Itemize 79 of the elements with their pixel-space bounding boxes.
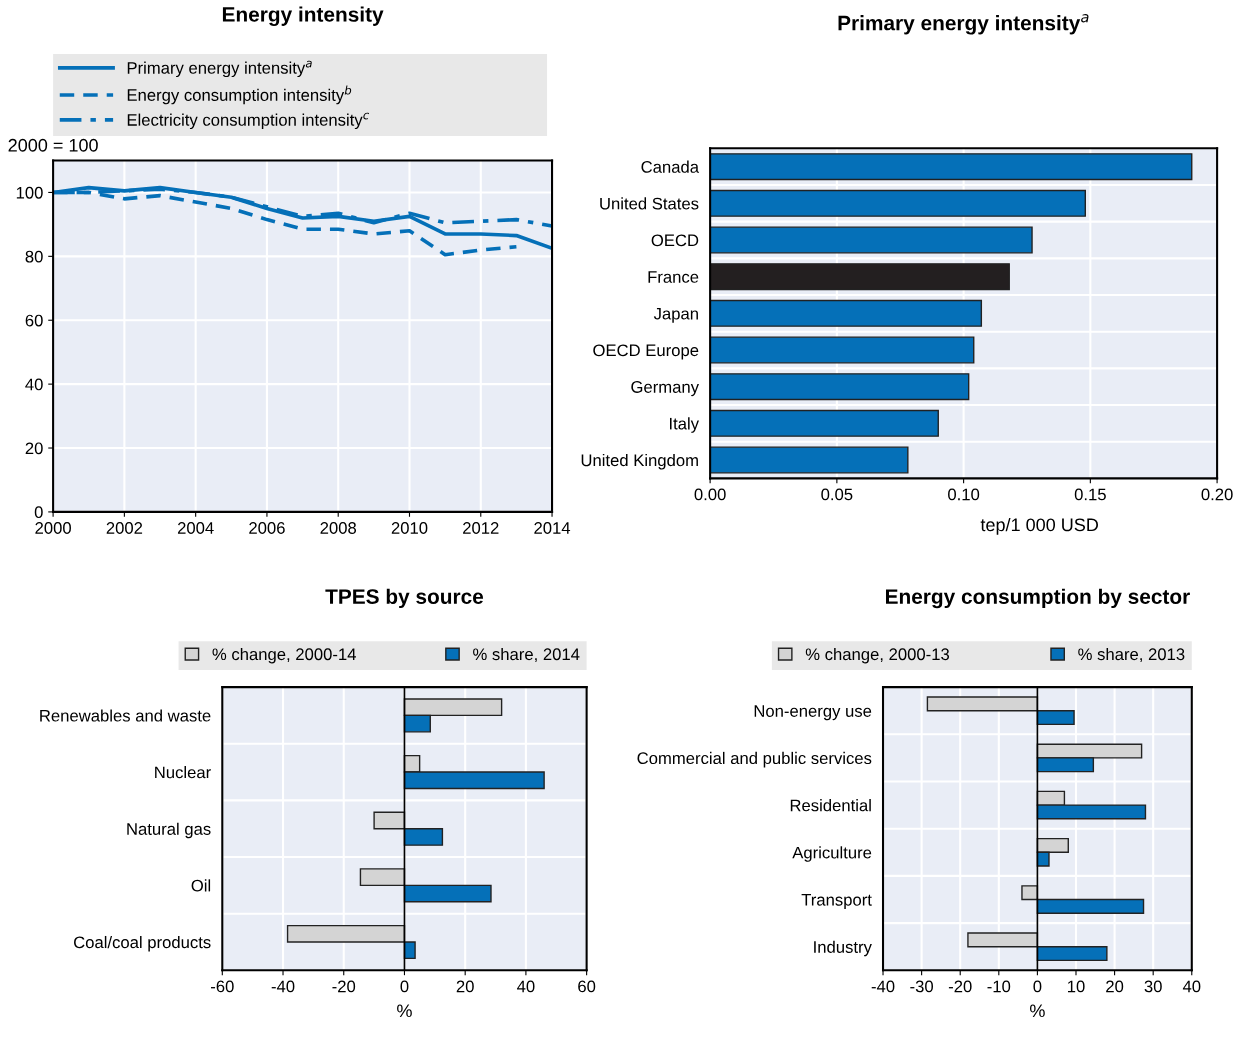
y-tick-label: Italy xyxy=(669,417,699,433)
y-tick-label: Canada xyxy=(641,160,700,173)
bar xyxy=(710,409,939,437)
bar xyxy=(710,299,983,327)
legend-label: Energy consumption intensity$^{b}$ xyxy=(127,85,352,105)
y-tick-label: Commercial and public services xyxy=(637,751,872,768)
x-tick-label: 2004 xyxy=(177,522,214,534)
legend-label: Electricity consumption intensity$^{c}$ xyxy=(127,112,370,130)
bar xyxy=(710,226,1033,254)
x-tick-label: 10 xyxy=(1068,980,1085,993)
x-tick-label: -30 xyxy=(910,980,934,993)
y-tick-label: OECD Europe xyxy=(593,344,699,360)
x-tick-label: 40 xyxy=(1182,980,1201,993)
x-tick-label: -40 xyxy=(271,980,295,993)
legend-label: % change, 2000-14 xyxy=(212,647,356,664)
chart-title: Energy intensity xyxy=(222,6,384,27)
y-tick-label: United Kingdom xyxy=(581,453,698,470)
chart-title: Primary energy intensity$^{a}$ xyxy=(838,14,1089,35)
y-tick-label: Coal/coal products xyxy=(74,935,211,952)
y-tick-label: 80 xyxy=(25,250,43,263)
x-tick-label: 2008 xyxy=(320,522,357,534)
y-tick-label: France xyxy=(648,271,699,283)
y-tick-label: OECD xyxy=(651,234,699,247)
x-tick-label: 2014 xyxy=(534,522,571,534)
x-tick-label: 2006 xyxy=(249,522,285,534)
x-tick-label: 2000 xyxy=(35,522,71,534)
legend-label: % change, 2000-13 xyxy=(805,647,950,664)
legend-label: Primary energy intensity$^{a}$ xyxy=(127,60,312,78)
x-tick-label: -40 xyxy=(871,980,895,993)
y-tick-label: Renewables and waste xyxy=(40,709,211,722)
x-axis-title: tep/1 000 USD xyxy=(980,517,1099,535)
bar xyxy=(710,263,1010,291)
x-tick-label: 40 xyxy=(517,980,535,993)
x-tick-label: 0 xyxy=(1033,980,1042,993)
y-tick-label: 20 xyxy=(25,442,43,455)
y-tick-label: 100 xyxy=(16,186,43,199)
y-tick-label: Non-energy use xyxy=(754,705,872,721)
chart-title: Energy consumption by sector xyxy=(886,588,1190,609)
y-tick-label: Transport xyxy=(801,894,872,910)
bar xyxy=(710,373,970,401)
y-axis-title: 2000 = 100 xyxy=(8,138,98,152)
legend-label: % share, 2013 xyxy=(1078,647,1185,663)
x-axis-title: % xyxy=(1030,1004,1045,1018)
bar xyxy=(710,153,1193,181)
y-tick-label: Residential xyxy=(790,799,871,812)
legend-label: % share, 2014 xyxy=(473,647,580,663)
bar xyxy=(710,446,909,474)
x-tick-label: 30 xyxy=(1144,980,1162,993)
y-tick-label: Natural gas xyxy=(127,822,211,839)
y-tick-label: Industry xyxy=(814,940,872,957)
x-tick-label: 2002 xyxy=(106,522,143,534)
x-tick-label: 2012 xyxy=(463,522,499,534)
y-tick-label: Oil xyxy=(191,879,211,892)
y-tick-label: 0 xyxy=(34,506,43,519)
x-axis-title: % xyxy=(397,1004,412,1018)
x-tick-label: -20 xyxy=(948,980,972,993)
y-tick-label: United States xyxy=(600,197,699,210)
y-tick-label: 60 xyxy=(25,314,43,327)
x-tick-label: 20 xyxy=(1106,980,1124,993)
x-tick-label: 0.15 xyxy=(1074,488,1106,501)
x-tick-label: -20 xyxy=(332,980,356,993)
y-tick-label: Japan xyxy=(653,307,698,323)
x-tick-label: 0.00 xyxy=(694,488,726,501)
bar xyxy=(710,189,1086,217)
x-tick-label: 60 xyxy=(578,980,596,993)
y-tick-label: 40 xyxy=(25,378,43,391)
x-tick-label: -60 xyxy=(211,980,234,993)
x-tick-label: 20 xyxy=(456,980,474,993)
x-tick-label: 0.10 xyxy=(948,488,980,501)
x-tick-label: 0.05 xyxy=(821,488,853,501)
y-tick-label: Agriculture xyxy=(792,846,872,862)
y-tick-label: Germany xyxy=(631,381,699,397)
x-tick-label: 0 xyxy=(400,980,409,993)
chart-title: TPES by source xyxy=(325,588,484,609)
x-tick-label: 0.20 xyxy=(1201,488,1233,501)
y-tick-label: Nuclear xyxy=(155,766,211,779)
bar xyxy=(710,336,975,364)
x-tick-label: -10 xyxy=(987,980,1011,993)
x-tick-label: 2010 xyxy=(391,522,428,534)
